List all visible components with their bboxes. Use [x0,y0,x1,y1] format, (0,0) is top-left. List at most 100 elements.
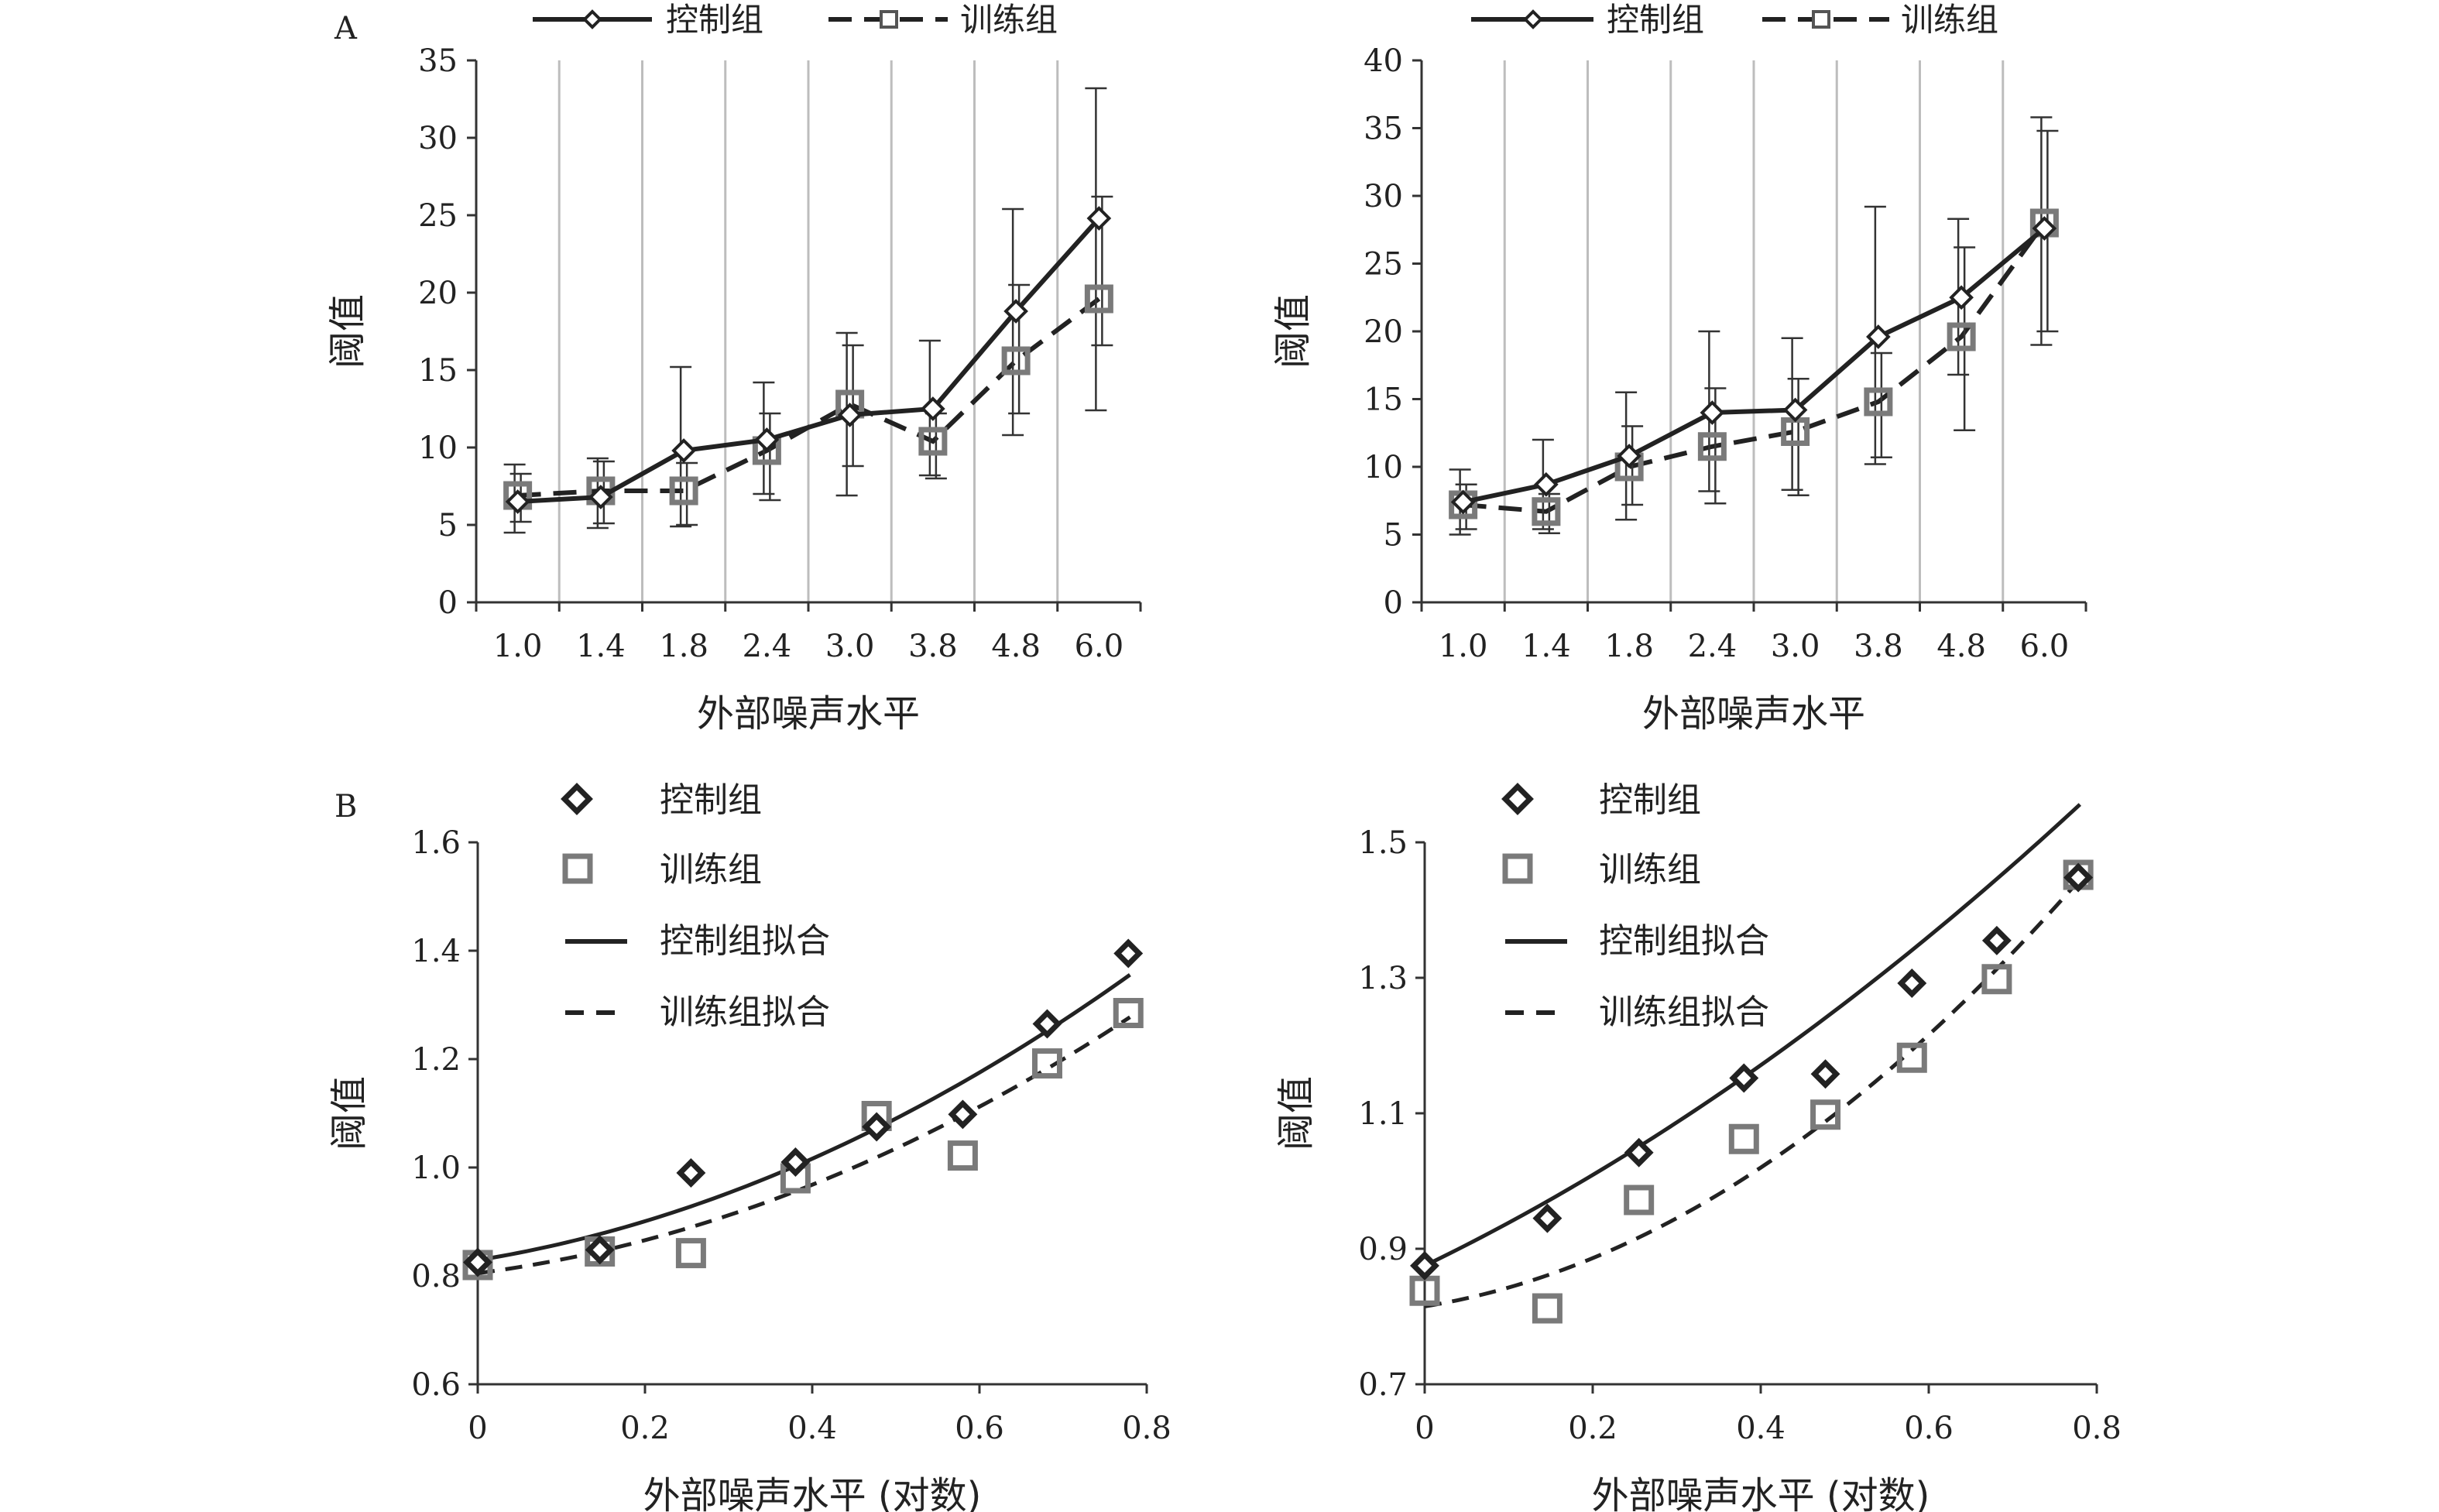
x-tick-label: 4.8 [1936,629,1986,664]
control-point [1981,925,2012,955]
x-tick-label: 1.4 [1521,629,1571,664]
legend-control-label: 控制组 [1599,780,1701,820]
control-series-line [517,217,1101,504]
legend-training-label: 训练组 [1599,850,1701,890]
legend-control-fit-label: 控制组拟合 [660,921,830,961]
y-axis-title: 阈值 [326,294,369,369]
x-tick-label: 6.0 [2020,629,2070,664]
control-point [921,396,945,421]
legend-a-right: 控制组 训练组 [1471,1,1998,39]
y-tick-label: 35 [418,43,458,79]
control-point [1450,489,1476,515]
legend-b-left: 控制组 训练组 控制组拟合 训练组拟合 [561,780,830,1032]
x-tick-label: 0.2 [1568,1411,1617,1446]
legend-control-diamond-swatch [582,9,602,29]
training-point [1810,1099,1841,1130]
training-point [1001,346,1031,375]
y-tick-label: 35 [1364,111,1403,147]
x-axis-title: 外部噪声水平 (对数) [1592,1474,1930,1512]
legend-training-label: 训练组 [960,1,1058,39]
legend-training-fit-label: 训练组拟合 [660,993,830,1032]
control-series-line [1463,226,2046,505]
legend-control-fit-label: 控制组拟合 [1599,921,1769,961]
y-tick-label: 0 [438,585,458,621]
y-axis-title: 阈值 [1274,1076,1318,1150]
y-tick-label: 0.8 [411,1259,461,1294]
x-tick-label: 2.4 [743,629,792,664]
x-tick-label: 1.8 [1604,629,1654,664]
y-tick-label: 1.6 [411,825,461,861]
y-tick-label: 20 [418,276,458,311]
training-series-line [1463,221,2046,514]
x-tick-label: 3.8 [1854,629,1903,664]
chart-b-left: 0.6 0.8 1.0 1.2 1.4 1.6 0 0.2 0.4 0.6 0.8 外部噪声水平 (对… [328,825,1171,1512]
x-tick-label: 0.6 [955,1411,1004,1446]
x-tick-label: 0.4 [1736,1411,1786,1446]
training-point [1896,1042,1927,1073]
control-point [1810,1059,1840,1089]
control-point [1532,1203,1563,1233]
y-tick-label: 1.3 [1358,961,1408,996]
y-tick-label: 1.2 [411,1042,461,1078]
y-tick-label: 1.5 [1358,825,1408,861]
control-point [2063,862,2094,893]
training-point [1031,1048,1062,1079]
chart-a-left: 0 5 10 15 20 25 30 35 1.0 1.4 1.8 2.4 3.0 3.8 4.8 6.0 外部… [326,43,1142,735]
x-tick-label: 0.8 [2072,1411,2122,1446]
legend-training-square-swatch [1502,853,1533,884]
training-point [1113,998,1144,1028]
legend-training-label: 训练组 [660,850,762,890]
y-tick-label: 5 [438,508,458,543]
y-tick-label: 1.0 [411,1150,461,1186]
x-tick-label: 1.0 [493,629,543,664]
training-point [1532,1293,1563,1324]
y-tick-label: 1.1 [1358,1096,1408,1132]
y-tick-label: 10 [418,430,458,466]
control-point [1534,471,1559,497]
legend-b-right: 控制组 训练组 控制组拟合 训练组拟合 [1501,780,1769,1032]
legend-training-label: 训练组 [1901,1,1998,39]
training-point [1624,1185,1655,1215]
training-point [1981,964,2012,995]
control-point [1866,324,1891,349]
y-axis-title: 阈值 [328,1076,371,1150]
control-point [754,427,780,452]
panel-label-a: A [334,11,358,46]
legend-training-fit-label: 训练组拟合 [1599,993,1769,1032]
legend-training-square-swatch [562,853,593,884]
y-tick-label: 30 [1364,179,1403,214]
y-tick-label: 0 [1384,585,1403,621]
training-point [1084,284,1113,314]
legend-control-label: 控制组 [1607,1,1704,39]
training-point [947,1140,978,1171]
x-tick-label: 4.8 [991,629,1041,664]
x-axis-title: 外部噪声水平 (对数) [643,1474,982,1512]
y-tick-label: 5 [1384,518,1403,554]
x-tick-label: 0 [468,1411,487,1446]
y-tick-label: 15 [1364,382,1403,418]
control-point [1949,285,1974,310]
legend-control-diamond-swatch [1523,9,1543,29]
x-tick-label: 1.4 [576,629,626,664]
y-tick-label: 40 [1364,43,1403,79]
control-point [1782,397,1808,423]
control-point [1897,969,1927,998]
legend-control-diamond-swatch [561,783,593,815]
y-tick-label: 15 [418,353,458,389]
chart-a-right: 0 5 10 15 20 25 30 35 40 1.0 1.4 1.8 2.4 3.0 3.8 4.8 6.0… [1271,43,2087,735]
legend-control-diamond-swatch [1501,783,1534,815]
y-axis-title: 阈值 [1271,294,1315,369]
x-axis-title: 外部噪声水平 [1642,692,1865,735]
x-tick-label: 0.8 [1122,1411,1171,1446]
control-point [505,489,530,514]
training-point [675,1238,706,1269]
legend-training-square-swatch [880,10,898,29]
x-axis-title: 外部噪声水平 [697,692,920,735]
control-point [837,403,863,427]
y-tick-label: 10 [1364,450,1403,485]
x-tick-label: 0.6 [1904,1411,1954,1446]
control-point [1113,938,1144,969]
training-point [1697,432,1727,461]
training-fit-curve [1424,877,2082,1308]
